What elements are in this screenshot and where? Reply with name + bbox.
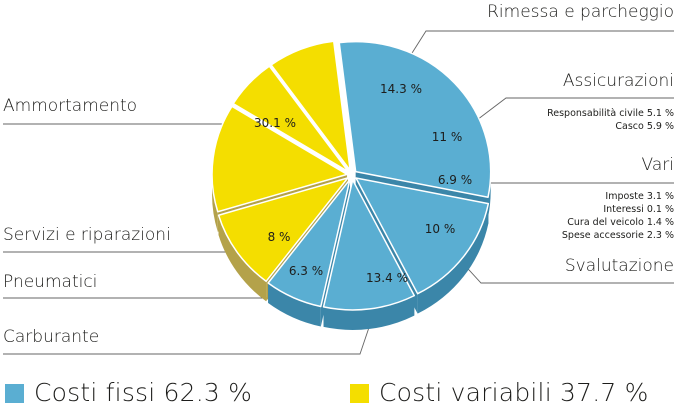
category-label-0: Ammortamento <box>3 96 137 116</box>
slice-value-labels: 30.1 % 14.3 % 11 % 6.9 % 10 % 13.4 % 6.3 % 8 % <box>254 82 472 285</box>
detail-label-3-3: Spese accessorie 2.3 % <box>562 230 674 241</box>
slice-value-label-4: 10 % <box>425 222 456 236</box>
detail-label-2-1: Casco 5.9 % <box>615 121 674 132</box>
legend-label-fixed: Costi fissi 62.3 % <box>34 378 253 407</box>
category-label-7: Servizi e riparazioni <box>3 225 171 245</box>
slice-0 <box>338 40 492 198</box>
slice-value-label-6: 6.3 % <box>289 264 323 278</box>
slice-side-0 <box>488 171 491 218</box>
slice-value-label-0: 30.1 % <box>254 116 296 130</box>
slice-value-label-5: 13.4 % <box>366 271 408 285</box>
slice-4 <box>217 177 349 283</box>
detail-label-2-0: Responsabilità civile 5.1 % <box>547 108 674 119</box>
slice-3 <box>267 178 351 308</box>
slice-value-label-2: 11 % <box>432 130 463 144</box>
legend-item-fixed: Costi fissi 62.3 % <box>5 378 252 408</box>
slice-1 <box>355 177 490 295</box>
detail-label-3-0: Imposte 3.1 % <box>605 191 674 202</box>
slice-value-label-1: 14.3 % <box>380 82 422 96</box>
slice-2 <box>322 179 416 311</box>
legend-item-variable: Costi variabili 37.7 % <box>350 378 649 408</box>
slice-5 <box>211 105 348 213</box>
leader-line-1 <box>399 30 674 73</box>
category-label-2: Assicurazioni <box>563 71 674 91</box>
legend-label-variable: Costi variabili 37.7 % <box>379 378 649 407</box>
slice-7 <box>270 40 351 172</box>
detail-label-3-2: Cura del veicolo 1.4 % <box>567 217 674 228</box>
slice-side-4 <box>218 215 267 302</box>
category-label-1: Rimessa e parcheggio <box>487 2 674 22</box>
legend-swatch-fixed <box>5 383 24 403</box>
slice-side-2 <box>323 295 415 330</box>
category-labels: Ammortamento Rimessa e parcheggio Assicura… <box>3 2 674 347</box>
slice-side-3 <box>268 282 321 327</box>
category-label-6: Pneumatici <box>3 272 97 292</box>
slice-value-label-3: 6.9 % <box>438 173 472 187</box>
slice-6 <box>232 65 350 173</box>
slice-value-label-7: 8 % <box>268 230 291 244</box>
detail-label-3-1: Interessi 0.1 % <box>603 204 674 215</box>
slice-side-1 <box>417 203 489 314</box>
category-label-3: Vari <box>642 155 674 175</box>
pie-slices <box>211 40 492 311</box>
leader-line-2 <box>468 97 674 127</box>
leader-lines <box>3 30 674 355</box>
category-label-5: Carburante <box>3 327 99 347</box>
legend-swatch-variable <box>350 383 369 403</box>
category-label-4: Svalutazione <box>565 256 674 276</box>
